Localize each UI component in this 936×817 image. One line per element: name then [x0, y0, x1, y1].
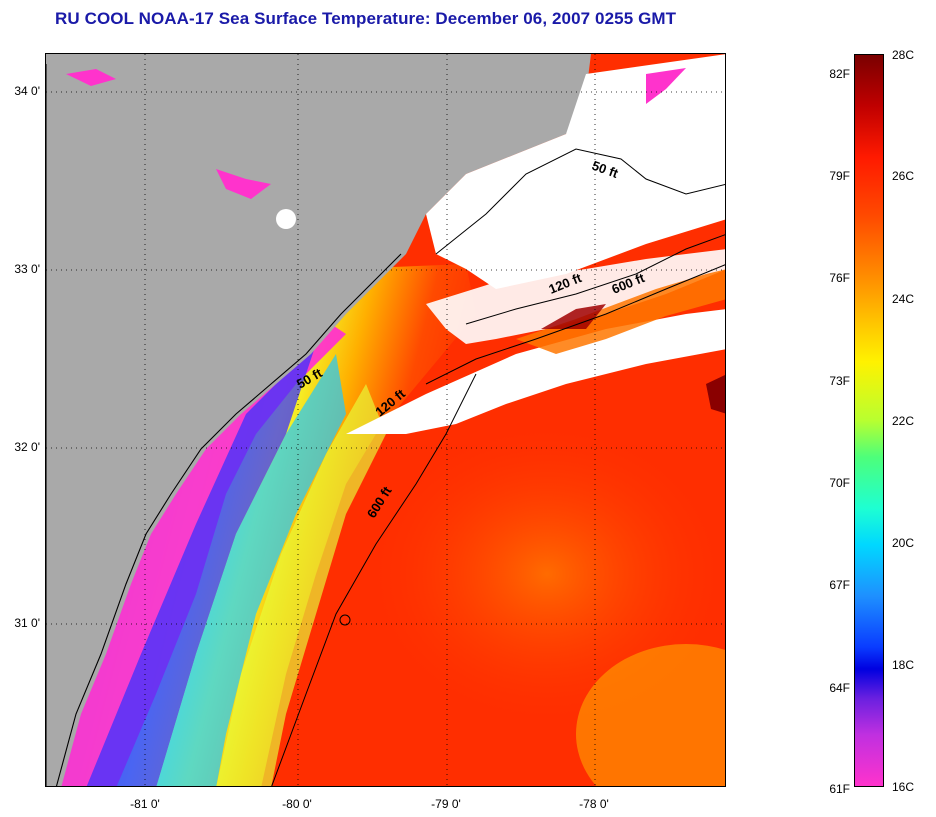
colorbar-f-label: 61F	[829, 782, 850, 796]
colorbar-c-label: 24C	[892, 292, 915, 306]
colorbar-f-label: 82F	[829, 67, 850, 81]
cloud-streak	[426, 249, 725, 344]
colorbar-c-label: 26C	[892, 169, 915, 183]
colorbar-f-label: 76F	[829, 271, 850, 285]
cloud-band	[346, 309, 725, 434]
cloud-patch	[276, 209, 296, 229]
cold-patch	[216, 169, 271, 199]
colorbar-f-label: 67F	[829, 578, 850, 592]
colorbar-f-label: 79F	[829, 169, 850, 183]
lat-label: 33 0'	[14, 262, 40, 276]
colorbar-c-label: 16C	[892, 780, 915, 794]
warm-streak	[516, 269, 725, 354]
colorbar-c-label: 18C	[892, 658, 915, 672]
graticule	[46, 54, 725, 786]
coastline	[46, 64, 402, 786]
temperature-colorbar	[854, 54, 884, 787]
lon-label: -81 0'	[130, 797, 160, 811]
small-contour-ring	[339, 614, 351, 626]
lon-label: -79 0'	[431, 797, 461, 811]
isobath-600ft-south	[271, 373, 477, 786]
lat-label: 32 0'	[14, 440, 40, 454]
lat-label: 34 0'	[14, 84, 40, 98]
isobath-120ft-north	[465, 234, 725, 325]
lon-label: -80 0'	[282, 797, 312, 811]
cold-patch	[646, 68, 686, 104]
sst-map[interactable]: 50 ft 120 ft 600 ft 50 ft 120 ft 600 ft	[45, 53, 726, 787]
cool-midshelf-water	[86, 344, 316, 786]
map-title: RU COOL NOAA-17 Sea Surface Temperature:…	[55, 9, 677, 28]
lon-label: -78 0'	[579, 797, 609, 811]
hot-spot-east	[706, 374, 725, 414]
sst-map-canvas: 50 ft 120 ft 600 ft 50 ft 120 ft 600 ft	[46, 54, 725, 786]
isobath-50ft-north	[435, 148, 725, 255]
colorbar-f-label: 64F	[829, 681, 850, 695]
hot-spot	[541, 304, 606, 329]
cloud-north	[426, 54, 725, 289]
colorbar-c-label: 22C	[892, 414, 915, 428]
colorbar-c-label: 20C	[892, 536, 915, 550]
colorbar-f-label: 73F	[829, 374, 850, 388]
lat-label: 31 0'	[14, 616, 40, 630]
isobath-600ft-north	[425, 264, 725, 385]
outer-shelf-yellow-water	[216, 384, 386, 786]
colorbar-c-label: 28C	[892, 48, 915, 62]
colorbar-f-label: 70F	[829, 476, 850, 490]
cold-patch	[66, 69, 116, 86]
warm-eddy-south	[576, 644, 725, 786]
midshelf-cyan-water	[156, 354, 346, 786]
land-area	[46, 54, 591, 786]
